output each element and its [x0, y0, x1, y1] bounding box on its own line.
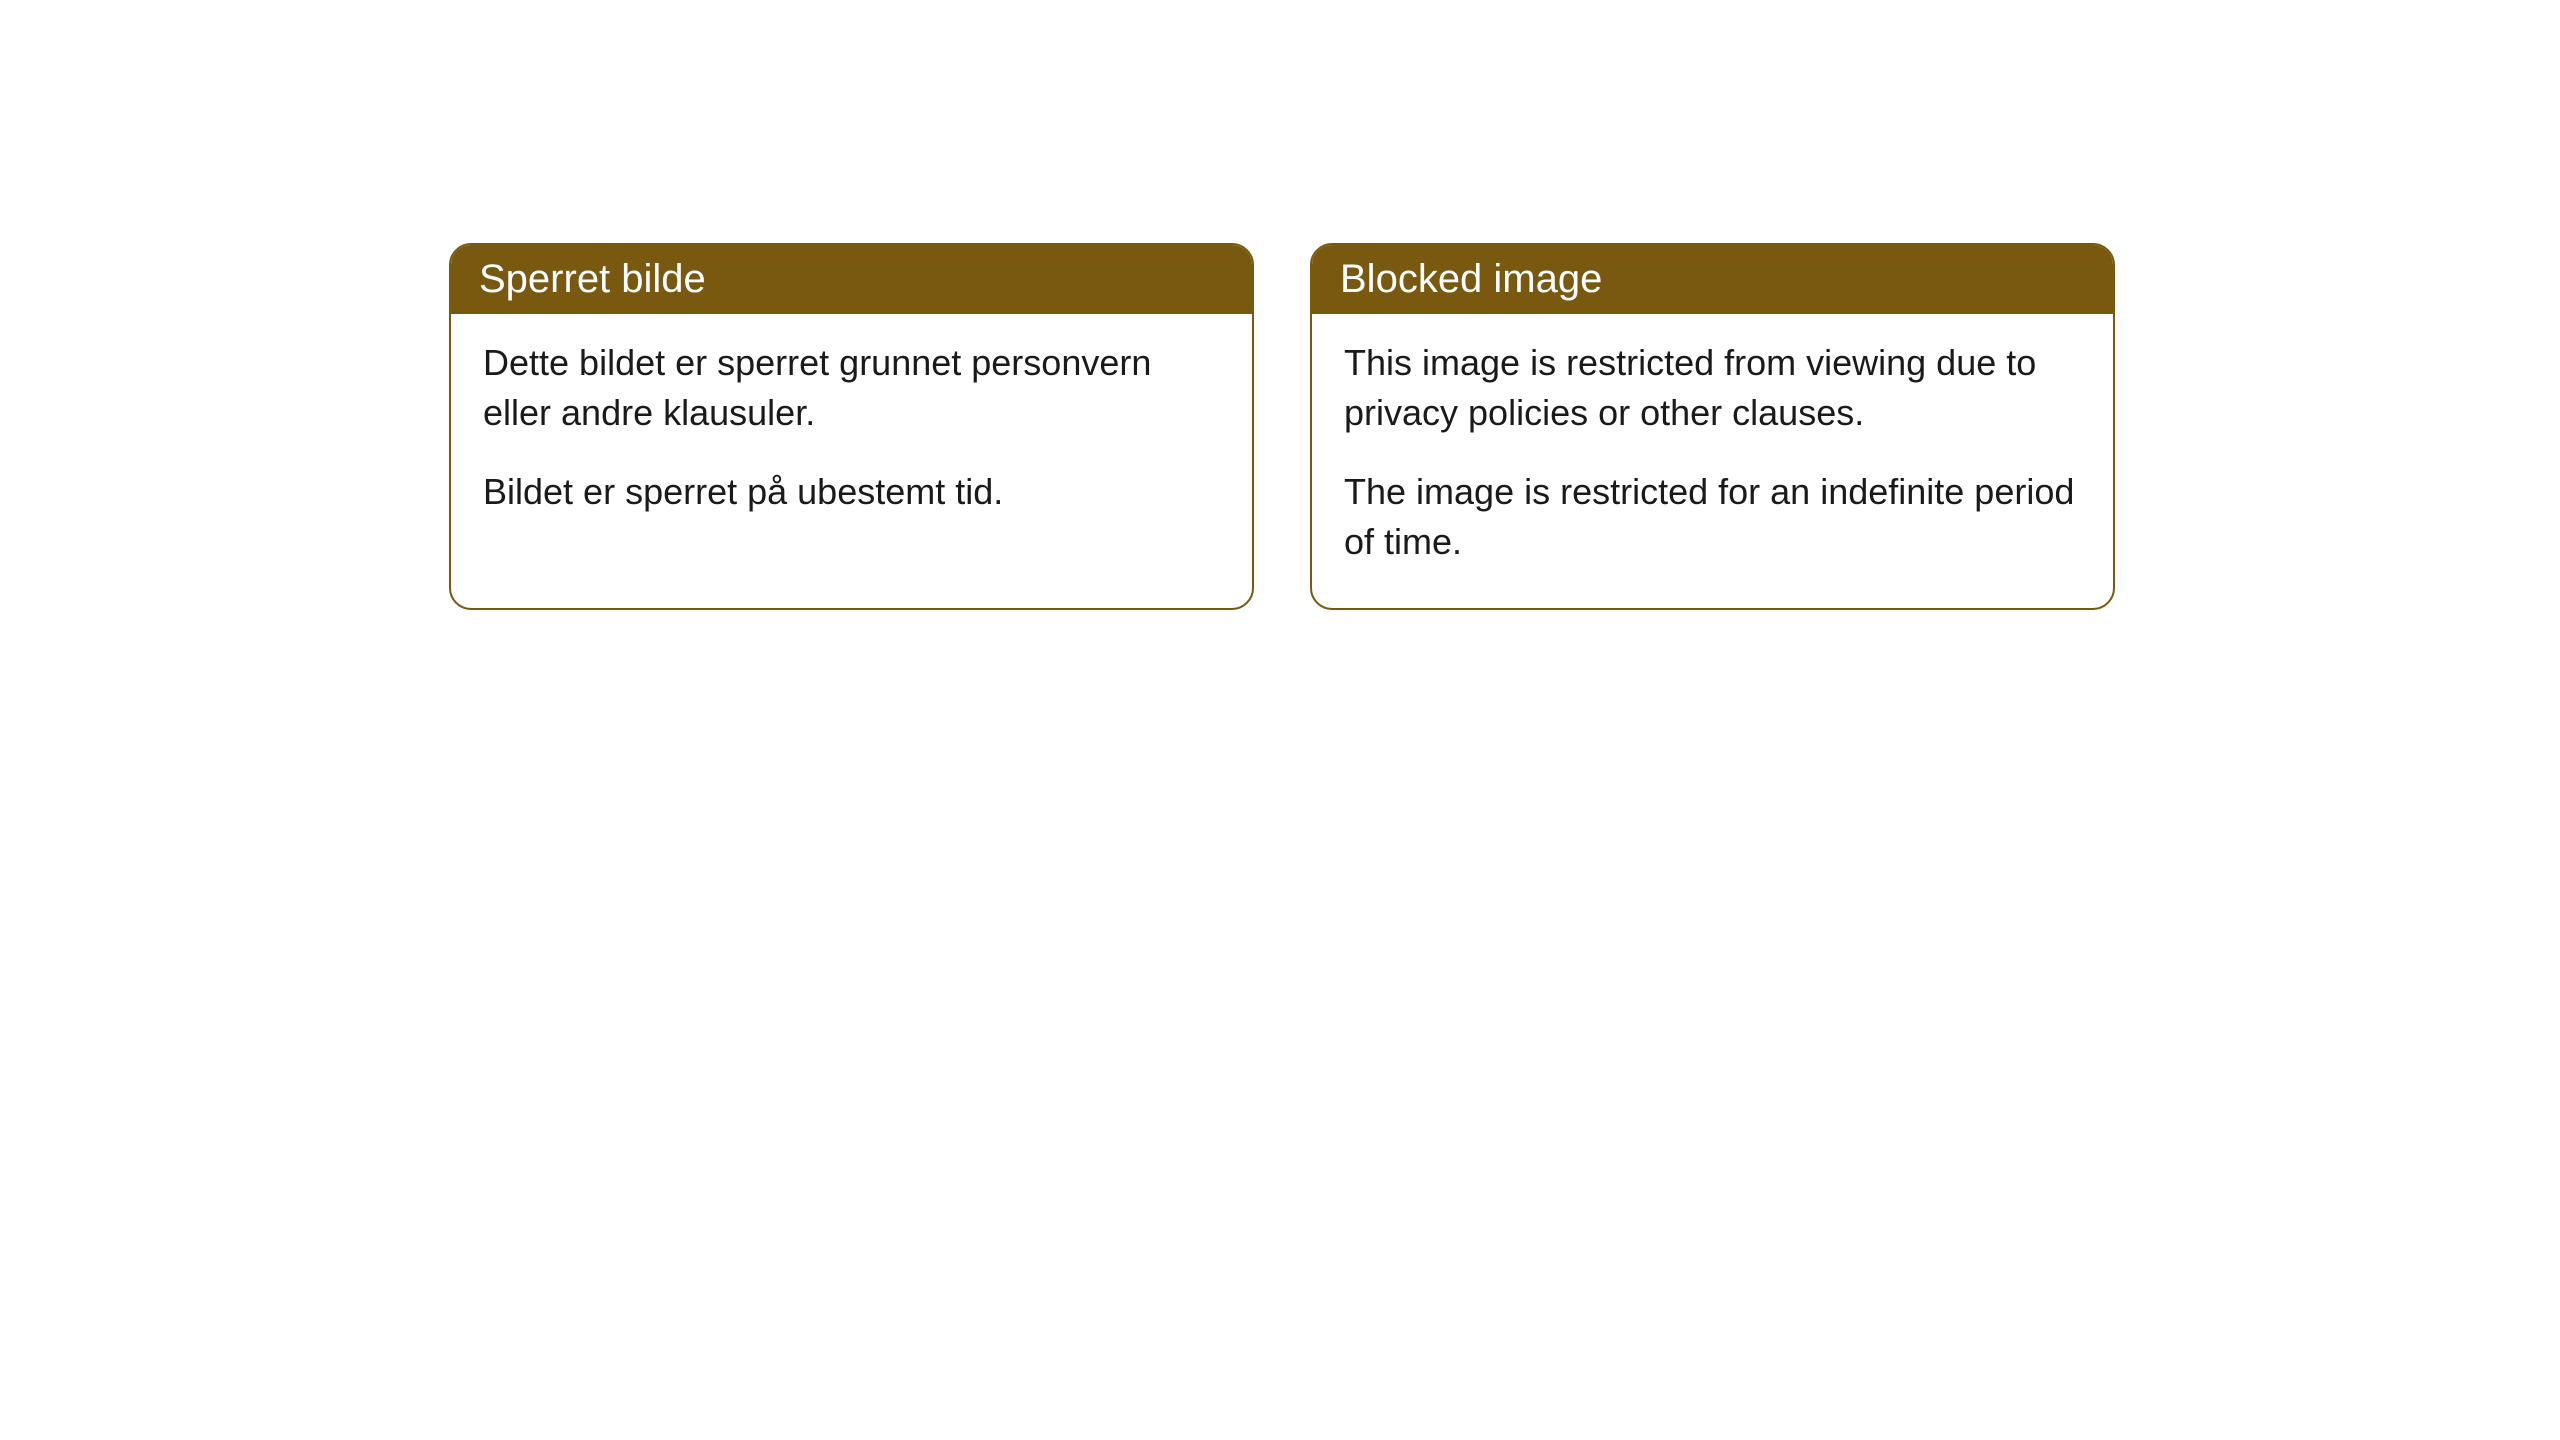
- card-header: Blocked image: [1312, 245, 2113, 314]
- card-paragraph-2: The image is restricted for an indefinit…: [1344, 467, 2081, 568]
- card-body: This image is restricted from viewing du…: [1312, 314, 2113, 608]
- notice-cards-container: Sperret bilde Dette bildet er sperret gr…: [449, 243, 2115, 610]
- notice-card-english: Blocked image This image is restricted f…: [1310, 243, 2115, 610]
- card-paragraph-1: This image is restricted from viewing du…: [1344, 338, 2081, 439]
- card-paragraph-2: Bildet er sperret på ubestemt tid.: [483, 467, 1220, 517]
- notice-card-norwegian: Sperret bilde Dette bildet er sperret gr…: [449, 243, 1254, 610]
- card-body: Dette bildet er sperret grunnet personve…: [451, 314, 1252, 557]
- card-paragraph-1: Dette bildet er sperret grunnet personve…: [483, 338, 1220, 439]
- card-header: Sperret bilde: [451, 245, 1252, 314]
